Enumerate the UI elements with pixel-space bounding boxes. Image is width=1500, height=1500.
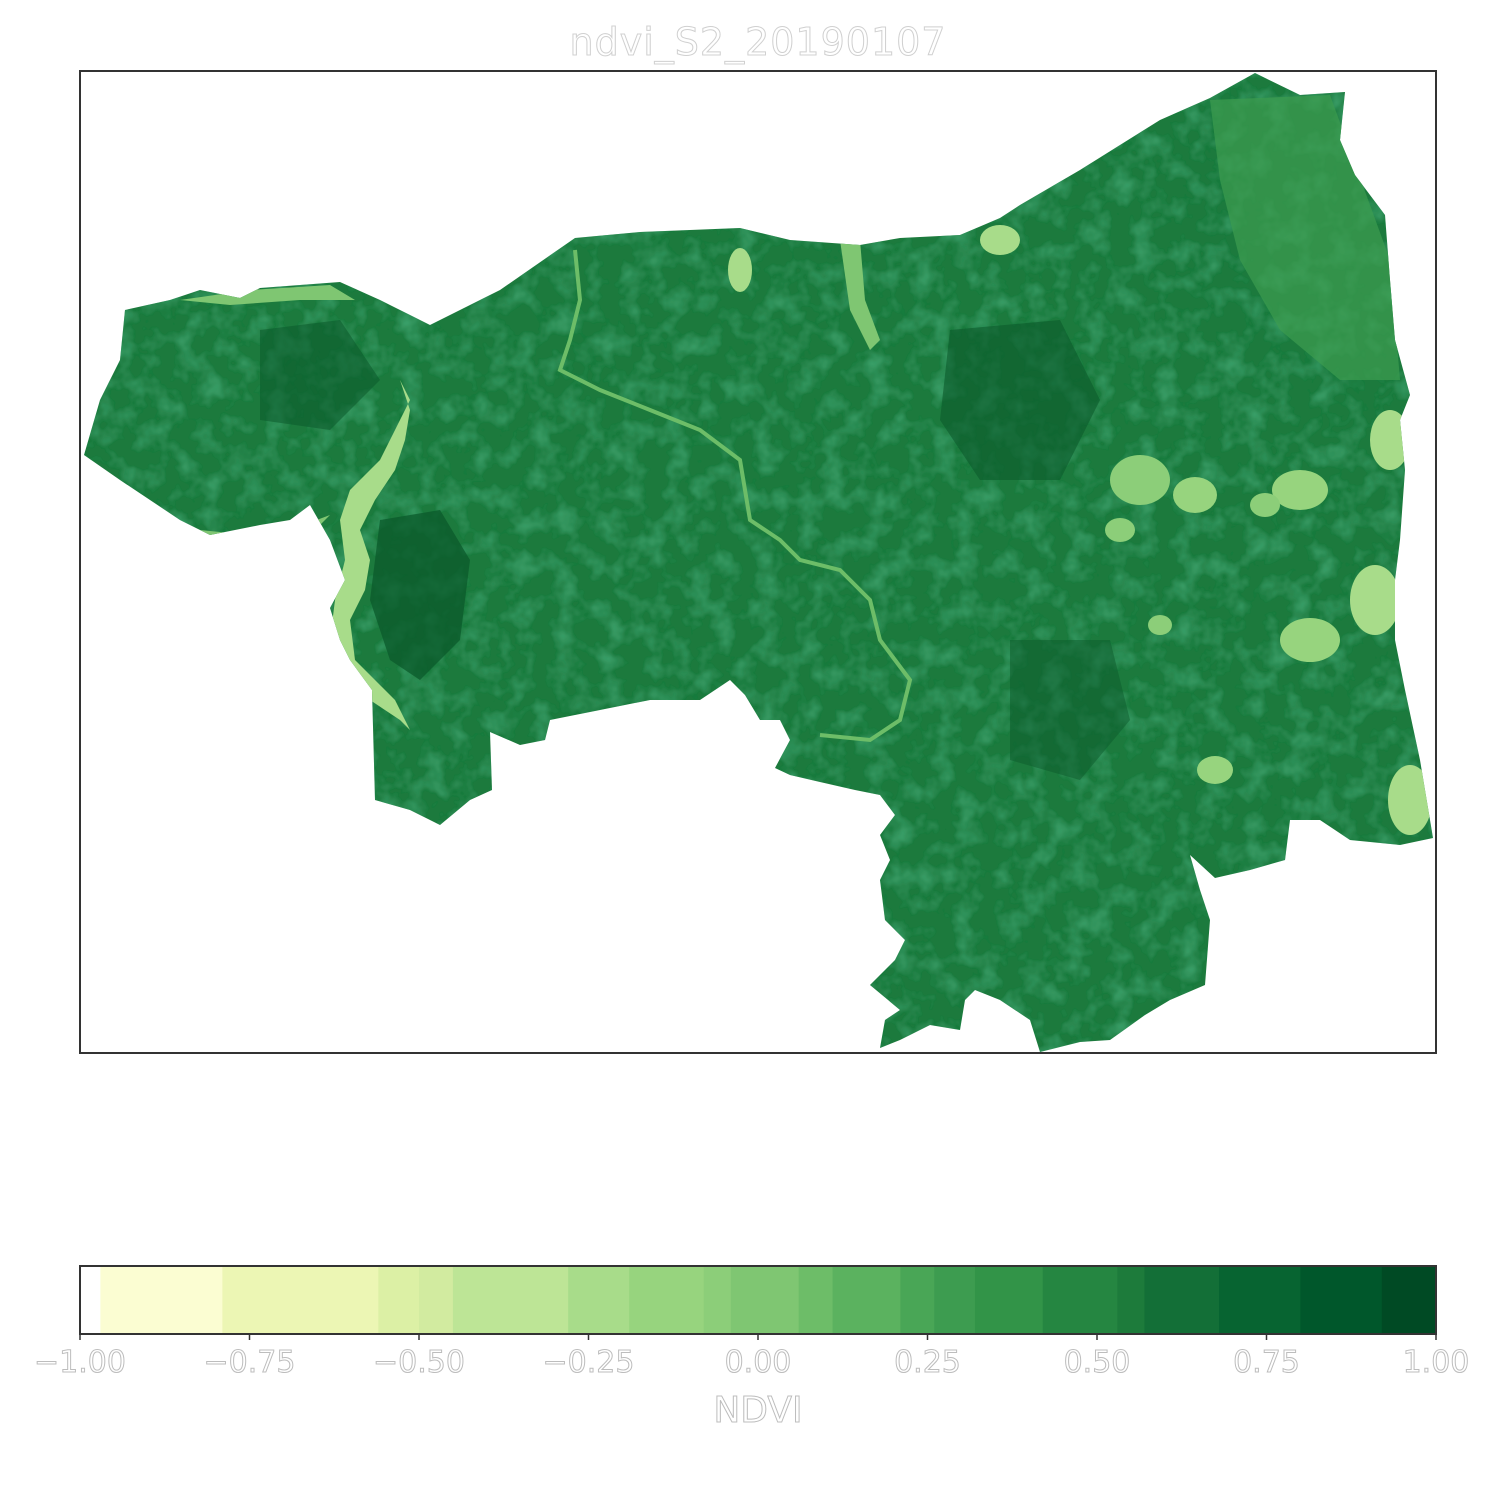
colorbar-tick-label: 0.50 bbox=[1064, 1345, 1131, 1380]
colorbar-bin bbox=[1042, 1266, 1118, 1334]
dense-forest-patch bbox=[940, 320, 1100, 480]
cloud-patch bbox=[1370, 410, 1410, 470]
colorbar-bin bbox=[1144, 1266, 1220, 1334]
colorbar-bin bbox=[419, 1266, 454, 1334]
colorbar-tick-label: 1.00 bbox=[1403, 1345, 1470, 1380]
colorbar-bin bbox=[1117, 1266, 1145, 1334]
colorbar-bin bbox=[378, 1266, 420, 1334]
colorbar-tick-label: 0.00 bbox=[725, 1345, 792, 1380]
colorbar-tick-label: 0.75 bbox=[1233, 1345, 1300, 1380]
colorbar: −1.00 −0.75 −0.50 −0.25 0.00 0.25 0.50 0.75 1.00… bbox=[34, 1265, 1470, 1432]
colorbar-bin bbox=[798, 1266, 834, 1334]
cloud-patch bbox=[1105, 518, 1135, 542]
river bbox=[557, 249, 913, 743]
cloud-patch bbox=[1272, 470, 1328, 510]
colorbar-tick-label: −0.25 bbox=[543, 1345, 635, 1380]
colorbar-tick-label: −0.75 bbox=[204, 1345, 296, 1380]
cloud-patch bbox=[1110, 455, 1170, 505]
colorbar-bin bbox=[934, 1266, 976, 1334]
colorbar-tick-label: −0.50 bbox=[373, 1345, 465, 1380]
colorbar-bin bbox=[703, 1266, 732, 1334]
map-panel bbox=[79, 70, 1437, 1054]
colorbar-bin bbox=[1219, 1266, 1301, 1334]
region-detail bbox=[180, 95, 1432, 835]
colorbar-bin bbox=[629, 1266, 705, 1334]
colorbar-bin bbox=[568, 1266, 630, 1334]
dense-forest-patch bbox=[1010, 640, 1130, 780]
colorbar-bin bbox=[222, 1266, 379, 1334]
colorbar-bins bbox=[80, 1266, 1437, 1334]
cloud-patch bbox=[1350, 565, 1400, 635]
cloud-patch bbox=[728, 248, 752, 292]
colorbar-tick-label: 0.25 bbox=[894, 1345, 961, 1380]
colorbar-label: NDVI bbox=[713, 1390, 802, 1431]
cloud-patch bbox=[1388, 765, 1432, 835]
colorbar-bin bbox=[900, 1266, 935, 1334]
colorbar-tick-label: −1.00 bbox=[34, 1345, 126, 1380]
west-edge-light-strip bbox=[180, 285, 355, 305]
colorbar-bin bbox=[832, 1266, 901, 1334]
reservoir bbox=[330, 380, 410, 730]
cloud-patch bbox=[980, 225, 1020, 255]
colorbar-bin bbox=[974, 1266, 1044, 1334]
cloud-patch bbox=[1173, 477, 1217, 513]
cloud-patch bbox=[1280, 618, 1340, 662]
colorbar-ticks: −1.00 −0.75 −0.50 −0.25 0.00 0.25 0.50 0.75 1.00 bbox=[34, 1334, 1470, 1381]
cloud-patch bbox=[1197, 756, 1233, 784]
region-shape bbox=[84, 73, 1433, 1052]
colorbar-bin bbox=[730, 1266, 800, 1334]
colorbar-bin bbox=[1381, 1266, 1437, 1334]
colorbar-bin bbox=[100, 1266, 223, 1334]
dense-forest-patch bbox=[370, 510, 470, 680]
dense-forest-patch bbox=[260, 320, 380, 430]
colorbar-bin bbox=[452, 1266, 569, 1334]
map-title: ndvi_S2_20190107 bbox=[569, 20, 947, 65]
colorbar-bin bbox=[80, 1266, 101, 1334]
north-edge-light-strip bbox=[840, 240, 880, 350]
cloud-patch bbox=[1148, 615, 1172, 635]
cloud-patch bbox=[1250, 493, 1280, 517]
colorbar-bin bbox=[1300, 1266, 1383, 1334]
ndvi-region bbox=[84, 73, 1433, 1052]
